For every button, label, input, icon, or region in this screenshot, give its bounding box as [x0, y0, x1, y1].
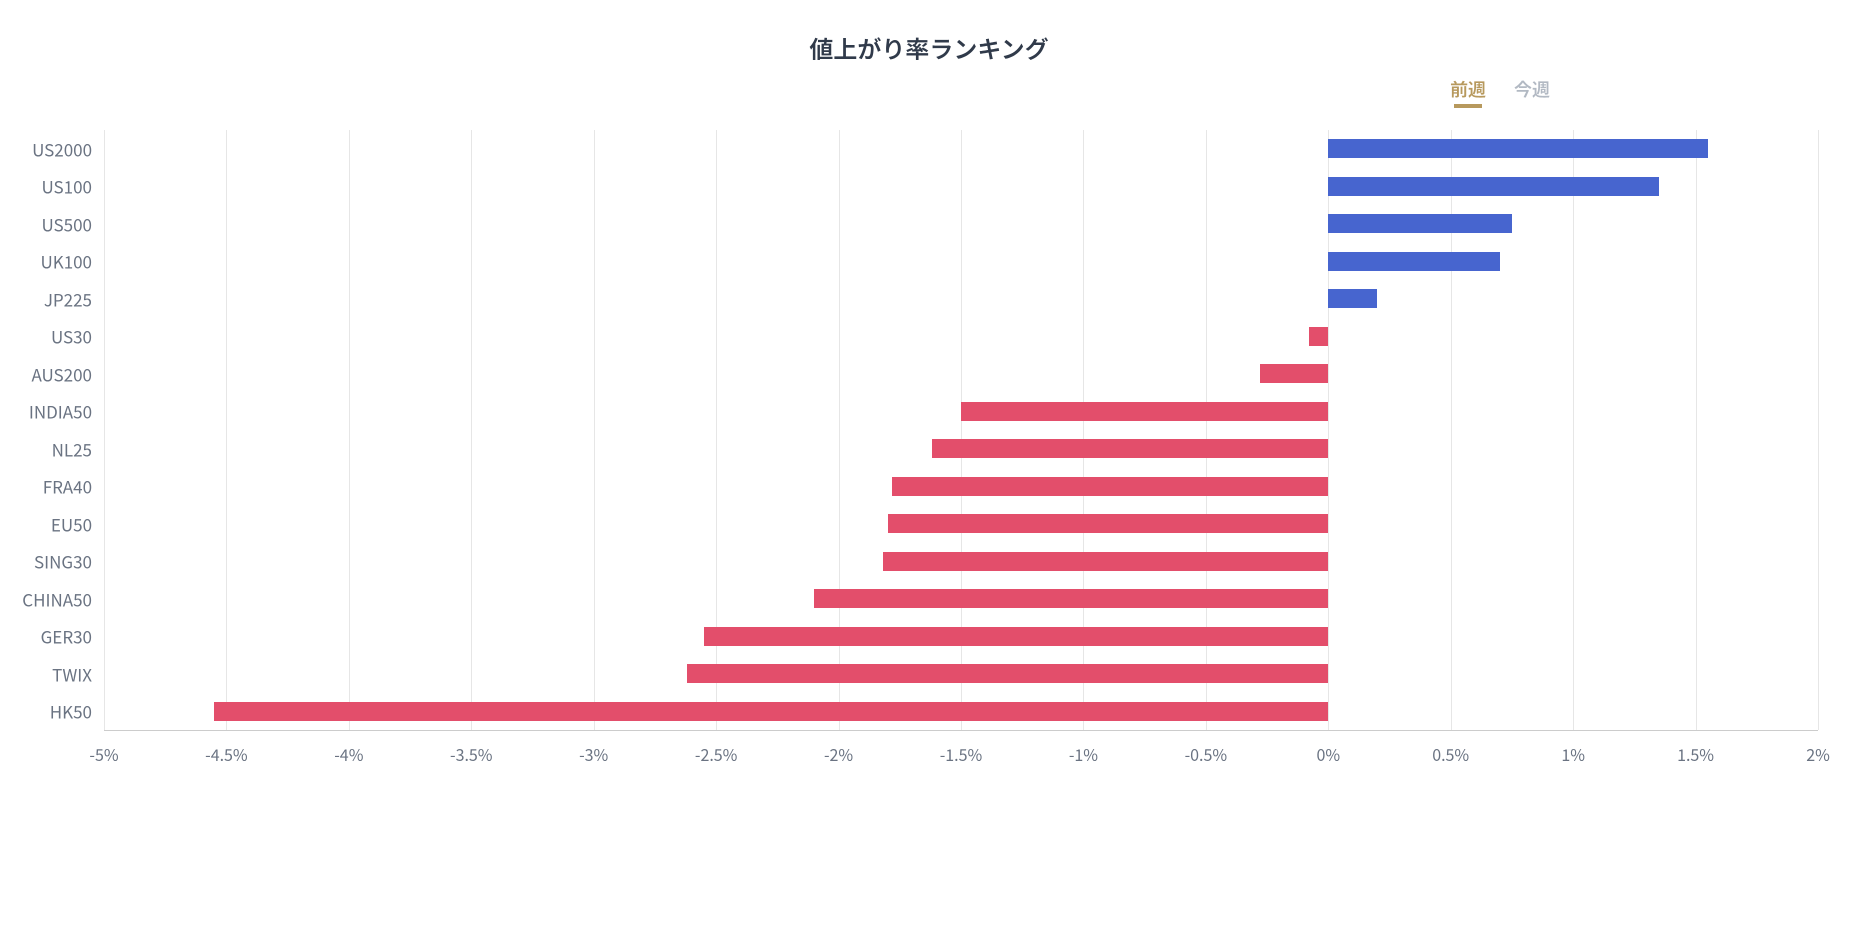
x-tick-label: 1.5%: [1677, 742, 1714, 766]
y-tick-label: UK100: [40, 249, 92, 274]
y-tick-label: SING30: [34, 549, 92, 574]
bar[interactable]: [1328, 252, 1499, 271]
legend-item[interactable]: 今週: [1514, 80, 1550, 108]
bar[interactable]: [892, 477, 1328, 496]
y-tick-label: AUS200: [32, 361, 92, 386]
x-tick-label: -3%: [579, 742, 608, 766]
chart-plot-area: -5%-4.5%-4%-3.5%-3%-2.5%-2%-1.5%-1%-0.5%…: [104, 130, 1818, 730]
y-tick-label: INDIA50: [29, 399, 92, 424]
x-tick-label: -4.5%: [205, 742, 248, 766]
x-tick-label: -2.5%: [695, 742, 738, 766]
legend-label: 前週: [1450, 80, 1486, 98]
gridline: [104, 130, 105, 730]
bar[interactable]: [1309, 327, 1329, 346]
gridline: [226, 130, 227, 730]
y-tick-label: US2000: [32, 136, 92, 161]
bar[interactable]: [932, 439, 1329, 458]
y-tick-label: US100: [42, 174, 92, 199]
x-tick-label: 2%: [1806, 742, 1830, 766]
y-tick-label: US30: [51, 324, 92, 349]
bar[interactable]: [1328, 177, 1659, 196]
chart-title: 値上がり率ランキング: [0, 30, 1858, 65]
bar[interactable]: [1260, 364, 1329, 383]
x-tick-label: -5%: [89, 742, 118, 766]
y-tick-label: NL25: [52, 436, 92, 461]
x-tick-label: -4%: [334, 742, 363, 766]
x-axis-line: [104, 730, 1818, 731]
gridline: [471, 130, 472, 730]
bar[interactable]: [1328, 214, 1512, 233]
x-tick-label: -1%: [1069, 742, 1098, 766]
bar[interactable]: [1328, 139, 1708, 158]
gridline: [1696, 130, 1697, 730]
y-tick-label: GER30: [41, 624, 92, 649]
x-tick-label: -2%: [824, 742, 853, 766]
bar[interactable]: [687, 664, 1329, 683]
bar[interactable]: [704, 627, 1328, 646]
legend-label: 今週: [1514, 80, 1550, 98]
bar[interactable]: [1328, 289, 1377, 308]
y-tick-label: JP225: [44, 286, 92, 311]
chart-legend: 前週 今週: [1450, 80, 1550, 108]
x-tick-label: -1.5%: [940, 742, 983, 766]
bar[interactable]: [883, 552, 1329, 571]
x-tick-label: -3.5%: [450, 742, 493, 766]
bar[interactable]: [814, 589, 1328, 608]
y-tick-label: TWIX: [52, 661, 92, 686]
gridline: [594, 130, 595, 730]
y-tick-label: EU50: [51, 511, 92, 536]
x-tick-label: 1%: [1561, 742, 1585, 766]
x-tick-label: 0.5%: [1432, 742, 1469, 766]
legend-swatch: [1454, 104, 1482, 108]
x-tick-label: -0.5%: [1185, 742, 1228, 766]
bar[interactable]: [961, 402, 1328, 421]
gridline: [349, 130, 350, 730]
legend-item[interactable]: 前週: [1450, 80, 1486, 108]
y-tick-label: HK50: [50, 699, 92, 724]
gridline: [1818, 130, 1819, 730]
chart-container: 値上がり率ランキング 前週今週 -5%-4.5%-4%-3.5%-3%-2.5%…: [0, 0, 1858, 928]
gridline: [1573, 130, 1574, 730]
y-tick-label: CHINA50: [22, 586, 92, 611]
bar[interactable]: [888, 514, 1329, 533]
y-tick-label: FRA40: [43, 474, 92, 499]
bar[interactable]: [214, 702, 1328, 721]
y-tick-label: US500: [42, 211, 92, 236]
x-tick-label: 0%: [1316, 742, 1340, 766]
